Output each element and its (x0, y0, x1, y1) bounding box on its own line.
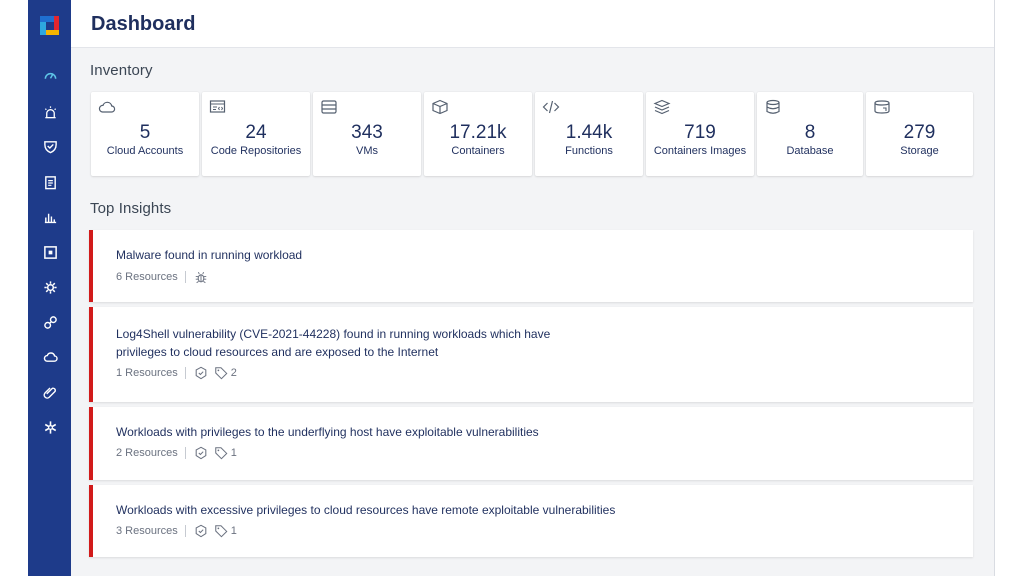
insight-host-privileges[interactable]: Workloads with privileges to the underfl… (89, 407, 973, 480)
insight-log4shell[interactable]: Log4Shell vulnerability (CVE-2021-44228)… (89, 307, 973, 402)
box-icon (431, 99, 449, 115)
shield-check-icon (43, 140, 57, 153)
sidebar (28, 0, 71, 576)
insight-meta: 6 Resources (116, 270, 208, 284)
shield-badge-icon (195, 524, 207, 538)
tag-icon (214, 447, 228, 460)
cloud-icon (43, 351, 58, 362)
cog-icon (43, 280, 57, 294)
severity-bar (89, 485, 93, 557)
insight-excessive-privileges[interactable]: Workloads with excessive privileges to c… (89, 485, 973, 557)
frame-icon (43, 245, 57, 259)
insight-title: Workloads with privileges to the underfl… (116, 425, 539, 439)
resources-count: 2 Resources (116, 447, 178, 459)
severity-bar (89, 307, 93, 402)
code-icon (542, 99, 560, 115)
sidebar-item-cloud[interactable] (41, 347, 59, 365)
card-label: Database (786, 145, 834, 157)
sidebar-item-reports[interactable] (41, 173, 59, 191)
card-count: 719 (684, 122, 716, 143)
server-icon (320, 99, 338, 115)
divider (184, 271, 186, 283)
inventory-card-vms[interactable]: 343 VMs (313, 92, 421, 176)
card-label: Containers (451, 145, 505, 157)
resources-count: 3 Resources (116, 525, 178, 537)
sidebar-item-attachments[interactable] (41, 383, 59, 401)
inventory-title: Inventory (90, 62, 153, 79)
sidebar-item-compliance[interactable] (41, 137, 59, 155)
inventory-card-containers[interactable]: 17.21k Containers (424, 92, 532, 176)
tag-count: 2 (230, 367, 237, 379)
card-label: Functions (565, 145, 613, 157)
tag-icon (214, 525, 228, 538)
inventory-card-container-images[interactable]: 719 Containers Images (646, 92, 754, 176)
inventory-card-database[interactable]: 8 Database (757, 92, 863, 176)
page-title: Dashboard (91, 13, 196, 35)
inventory-card-storage[interactable]: 279 Storage (866, 92, 973, 176)
insight-title: Workloads with excessive privileges to c… (116, 503, 616, 517)
resources-count: 1 Resources (116, 367, 178, 379)
bug-icon (195, 271, 207, 284)
insight-meta: 1 Resources 2 (116, 366, 237, 380)
card-count: 24 (245, 122, 267, 143)
card-label: VMs (356, 145, 378, 157)
resources-count: 6 Resources (116, 271, 178, 283)
app-logo[interactable] (38, 14, 61, 37)
card-count: 8 (804, 122, 816, 143)
page-header: Dashboard (71, 0, 994, 48)
card-count: 5 (139, 122, 151, 143)
insight-malware[interactable]: Malware found in running workload 6 Reso… (89, 230, 973, 302)
inventory-card-cloud-accounts[interactable]: 5 Cloud Accounts (91, 92, 199, 176)
bar-chart-icon (44, 213, 56, 223)
inventory-card-code-repositories[interactable]: 24 Code Repositories (202, 92, 310, 176)
sidebar-item-dashboard[interactable] (41, 66, 59, 84)
divider (184, 367, 186, 379)
sidebar-item-analytics[interactable] (41, 207, 59, 225)
sidebar-item-integrations[interactable] (41, 313, 59, 331)
divider (184, 447, 186, 459)
asterisk-icon (44, 420, 56, 434)
sidebar-item-more[interactable] (41, 418, 59, 436)
sidebar-item-alerts[interactable] (41, 103, 59, 121)
card-count: 17.21k (449, 122, 507, 143)
code-repository-icon (209, 99, 227, 115)
insight-meta: 3 Resources 1 (116, 524, 237, 538)
paperclip-icon (43, 387, 56, 399)
tag-count: 1 (230, 525, 237, 537)
insight-meta: 2 Resources 1 (116, 446, 237, 460)
main-content: Dashboard Inventory 5 Cloud Accounts 24 … (71, 0, 995, 576)
cloud-icon (98, 99, 116, 115)
clipboard-icon (44, 175, 56, 189)
link-icon (43, 315, 57, 329)
sidebar-item-assets[interactable] (41, 243, 59, 261)
card-count: 279 (903, 122, 936, 143)
card-label: Cloud Accounts (106, 145, 184, 157)
tag-icon (214, 367, 228, 380)
card-label: Code Repositories (210, 145, 302, 157)
card-count: 1.44k (565, 122, 613, 143)
divider (184, 525, 186, 537)
insight-title-line-2: privileges to cloud resources and are ex… (116, 345, 439, 359)
inventory-cards: 5 Cloud Accounts 24 Code Repositories 34… (91, 92, 973, 176)
gauge-icon (44, 72, 56, 79)
layers-icon (653, 99, 671, 115)
top-insights-title: Top Insights (90, 200, 172, 217)
card-count: 343 (351, 122, 383, 143)
inventory-card-functions[interactable]: 1.44k Functions (535, 92, 643, 176)
storage-icon (873, 99, 891, 115)
alarm-icon (44, 105, 56, 118)
card-label: Storage (900, 145, 939, 157)
severity-bar (89, 407, 93, 480)
database-icon (764, 99, 782, 115)
shield-badge-icon (195, 366, 207, 380)
tag-count: 1 (230, 447, 237, 459)
insight-title-line-1: Log4Shell vulnerability (CVE-2021-44228)… (116, 327, 551, 341)
severity-bar (89, 230, 93, 302)
shield-badge-icon (195, 446, 207, 460)
card-label: Containers Images (653, 145, 747, 157)
sidebar-item-settings[interactable] (41, 278, 59, 296)
insight-title: Malware found in running workload (116, 248, 303, 262)
